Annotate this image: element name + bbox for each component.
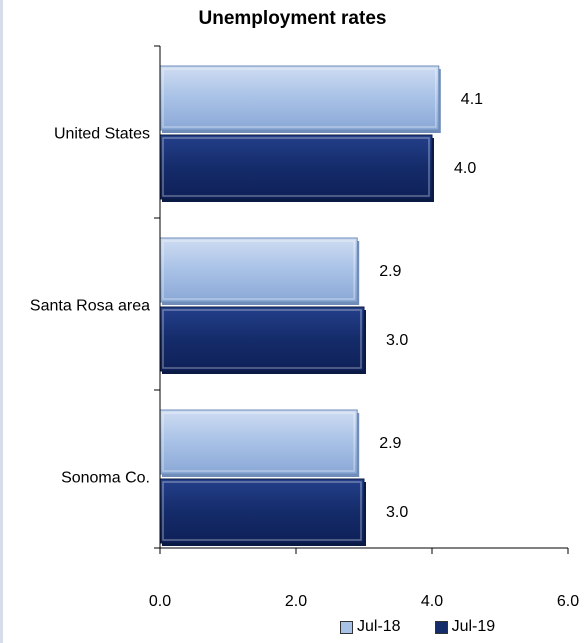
legend-swatch-jul18 [340,620,353,634]
bar-bevel [162,481,362,541]
value-label-sonoma-co-jul18: 2.9 [379,435,401,452]
legend-swatch-jul19 [434,620,448,634]
bar-sonoma-co-jul18 [159,409,360,477]
bar-face [159,65,440,131]
value-label-united-states-jul18: 4.1 [461,91,483,108]
legend: Jul-18 Jul-19 [340,618,529,636]
x-tick-label-4-0: 4.0 [421,593,443,610]
bar-santa-rosa-area-jul19 [159,306,366,374]
value-label-sonoma-co-jul19: 3.0 [386,504,408,521]
value-label-santa-rosa-area-jul18: 2.9 [379,263,401,280]
bar-united-states-jul18 [159,65,441,133]
x-tick-label-0-0: 0.0 [149,593,171,610]
chart-frame-edge [0,0,3,643]
bar-sonoma-co-jul19 [159,478,366,546]
bar-bevel [162,309,362,369]
bar-face [159,478,365,544]
bar-united-states-jul19 [159,134,434,202]
chart-title: Unemployment rates [198,8,387,29]
bar-face [159,306,365,372]
bar-face [159,237,358,303]
x-tick-label-6-0: 6.0 [557,593,579,610]
bar-bevel [162,412,355,472]
x-tick-label-2-0: 2.0 [285,593,307,610]
bar-bevel [162,137,430,197]
bar-face [159,409,358,475]
bar-bevel [162,68,437,128]
category-label-sonoma-co: Sonoma Co. [61,470,150,487]
bar-santa-rosa-area-jul18 [159,237,360,305]
bar-face [159,134,433,200]
category-label-santa-rosa-area: Santa Rosa area [30,298,150,315]
legend-item-jul18: Jul-18 [340,618,401,636]
category-label-united-states: United States [54,126,150,143]
legend-label-jul19: Jul-19 [451,618,496,635]
legend-item-jul19: Jul-19 [434,618,496,636]
legend-label-jul18: Jul-18 [357,618,401,635]
value-label-united-states-jul19: 4.0 [454,160,476,177]
value-label-santa-rosa-area-jul19: 3.0 [386,332,408,349]
bar-bevel [162,240,355,300]
